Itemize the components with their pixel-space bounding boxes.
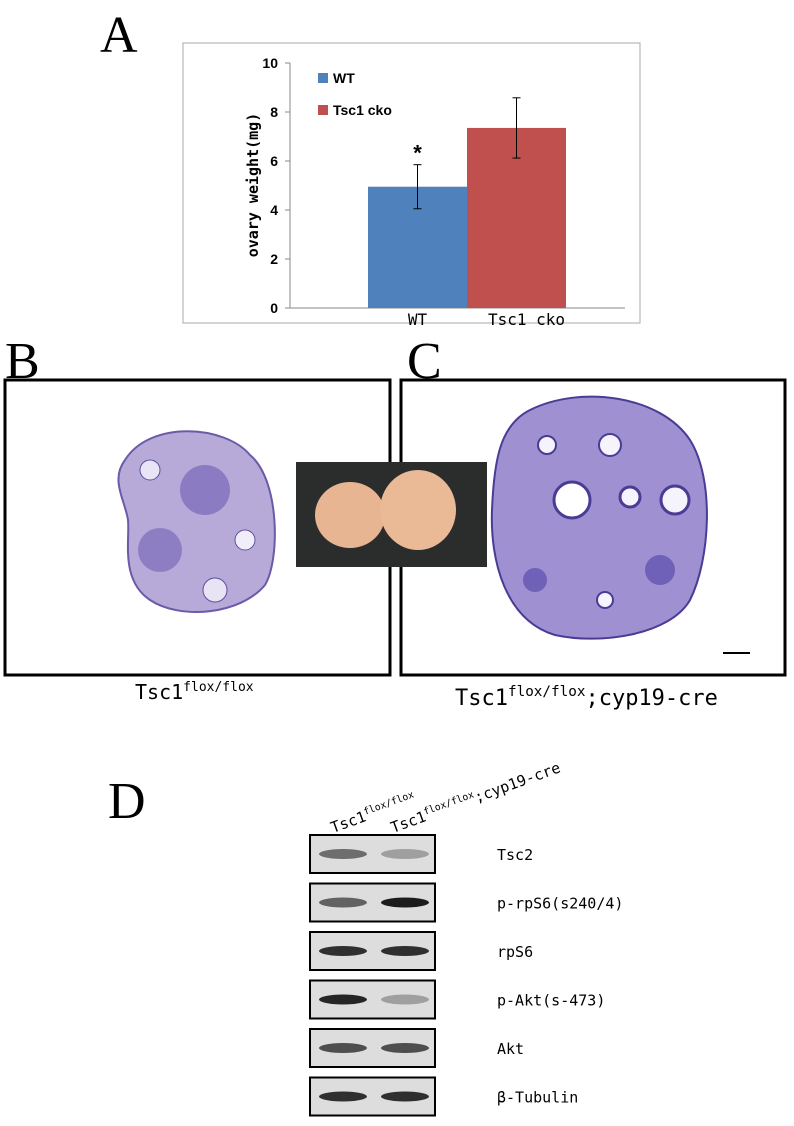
band — [381, 849, 429, 859]
label-base: Tsc1 — [135, 680, 183, 704]
label-sup: flox/flox — [508, 684, 586, 700]
annotation: * — [413, 141, 422, 166]
band — [319, 849, 367, 859]
band — [319, 897, 367, 908]
legend-swatch — [318, 105, 328, 115]
label-suffix: ;cyp19-cre — [585, 686, 717, 711]
band — [381, 994, 429, 1005]
y-tick-label: 8 — [270, 104, 278, 120]
y-axis-label: ovary weight(mg) — [244, 113, 262, 258]
row-label: rpS6 — [497, 943, 533, 961]
label: Tsc1flox/flox;cyp19-cre — [455, 684, 718, 711]
band — [381, 1091, 429, 1102]
error-bar — [413, 164, 422, 210]
western-blot: Tsc2 p-rpS6(s240/4) rpS6 p-Akt(s-473) Akt β-T… — [309, 834, 623, 1117]
ovary-section — [117, 430, 276, 613]
label-base: Tsc1 — [328, 807, 368, 836]
band — [319, 1091, 367, 1102]
label: Tsc1flox/flox — [135, 680, 254, 704]
row-label: p-Akt(s-473) — [497, 992, 605, 1010]
y-tick-label: 10 — [262, 55, 278, 71]
error-bar — [512, 97, 521, 159]
legend-label: Tsc1 cko — [333, 102, 392, 118]
row-label: p-rpS6(s240/4) — [497, 895, 623, 913]
band — [319, 1043, 367, 1053]
label-base: Tsc1 — [388, 807, 428, 836]
panel-label: A — [100, 7, 138, 64]
band — [381, 897, 429, 908]
panel-label: D — [108, 773, 146, 830]
row-label: Akt — [497, 1040, 524, 1058]
label-suffix: ;cyp19-cre — [472, 759, 563, 807]
legend-swatch — [318, 73, 328, 83]
band — [381, 1043, 429, 1053]
x-tick-label: Tsc1 cko — [488, 310, 565, 329]
band — [381, 946, 429, 956]
label-base: Tsc1 — [455, 686, 508, 711]
ovary-section — [490, 395, 708, 640]
label-sup: flox/flox — [183, 680, 254, 695]
legend-label: WT — [333, 70, 355, 86]
band — [319, 994, 367, 1005]
y-tick-label: 0 — [270, 300, 278, 316]
band — [319, 946, 367, 956]
label-sup: flox/flox — [422, 789, 476, 817]
photo — [296, 462, 487, 567]
y-tick-label: 4 — [270, 202, 278, 218]
x-tick-label: WT — [408, 310, 428, 329]
y-tick-label: 2 — [270, 251, 278, 267]
row-label: Tsc2 — [497, 846, 533, 864]
row-label: β-Tubulin — [497, 1089, 578, 1107]
y-tick-label: 6 — [270, 153, 278, 169]
